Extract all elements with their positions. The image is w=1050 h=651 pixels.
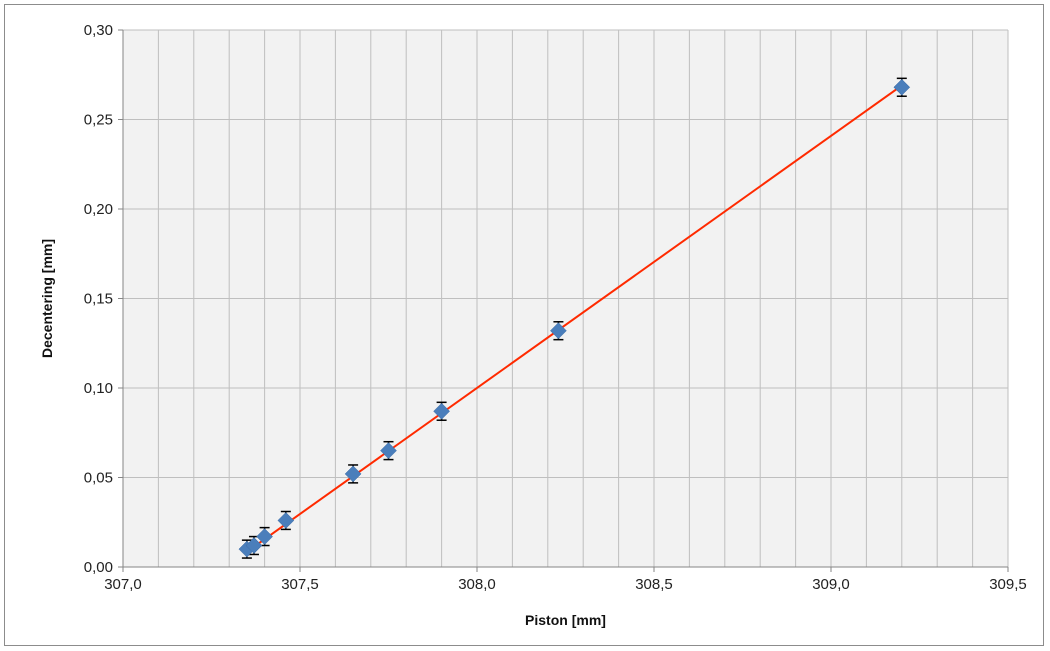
y-axis-title: Decentering [mm] [39, 239, 55, 358]
y-tick-label: 0,00 [84, 559, 113, 576]
data-point [277, 512, 295, 529]
data-point [550, 322, 567, 340]
y-tick-label: 0,10 [84, 380, 113, 397]
data-point [433, 402, 450, 420]
data-point [380, 442, 397, 460]
x-axis-title: Piston [mm] [525, 612, 606, 628]
x-tick-label: 307,0 [104, 576, 142, 593]
axes [118, 29, 1009, 572]
x-tick-label: 309,0 [812, 576, 850, 593]
data-point [893, 78, 911, 96]
data-point [344, 465, 362, 483]
y-tick-label: 0,25 [84, 112, 113, 129]
y-tick-label: 0,05 [84, 470, 113, 487]
y-tick-label: 0,20 [84, 201, 113, 218]
data-point [245, 537, 263, 554]
data-point [256, 528, 273, 545]
y-tick-label: 0,15 [84, 291, 113, 308]
x-tick-label: 308,0 [458, 576, 496, 593]
x-tick-label: 309,5 [989, 576, 1027, 593]
x-tick-label: 307,5 [281, 576, 319, 593]
data-points [238, 78, 911, 558]
tick-labels: 0,00 0,05 0,10 0,15 0,20 0,25 0,30 307,0 307,5 30… [84, 22, 1027, 593]
y-tick-label: 0,30 [84, 22, 113, 39]
gridlines [122, 29, 1009, 568]
x-tick-label: 308,5 [635, 576, 673, 593]
